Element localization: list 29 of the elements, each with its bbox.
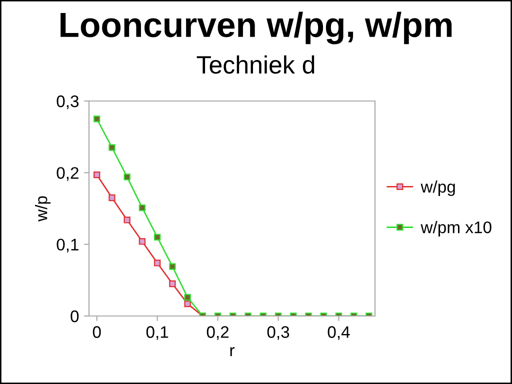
point bbox=[169, 280, 176, 288]
point bbox=[124, 174, 130, 180]
point bbox=[94, 171, 100, 178]
point bbox=[124, 216, 130, 224]
y-tick-label: 0,2 bbox=[56, 167, 78, 181]
point bbox=[94, 116, 100, 122]
point bbox=[138, 204, 146, 212]
x-tick-label: 0,4 bbox=[328, 326, 350, 340]
x-axis-title: r bbox=[230, 347, 234, 356]
y-axis-title: w/p bbox=[35, 196, 51, 222]
y-tick-label: 0,1 bbox=[56, 238, 78, 253]
legend-label: w/pm x10 bbox=[420, 221, 492, 237]
point bbox=[108, 194, 116, 202]
legend-label: w/pg bbox=[420, 180, 455, 196]
point bbox=[138, 238, 146, 245]
point bbox=[169, 263, 176, 270]
x-tick-label: 0,1 bbox=[146, 326, 168, 340]
x-tick-label: 0,3 bbox=[267, 326, 290, 340]
chart-title: Looncurven w/pg, w/pm bbox=[60, 12, 452, 44]
chart-subtitle: Techniek d bbox=[196, 55, 314, 74]
x-tick-label: 0 bbox=[92, 326, 101, 338]
point bbox=[108, 144, 116, 151]
y-tick-label: 0,3 bbox=[56, 95, 79, 110]
point bbox=[154, 260, 161, 266]
y-tick-label: 0 bbox=[70, 310, 79, 322]
x-tick-label: 0,2 bbox=[206, 326, 229, 340]
point bbox=[154, 234, 161, 240]
point bbox=[184, 300, 191, 308]
point bbox=[184, 294, 191, 301]
